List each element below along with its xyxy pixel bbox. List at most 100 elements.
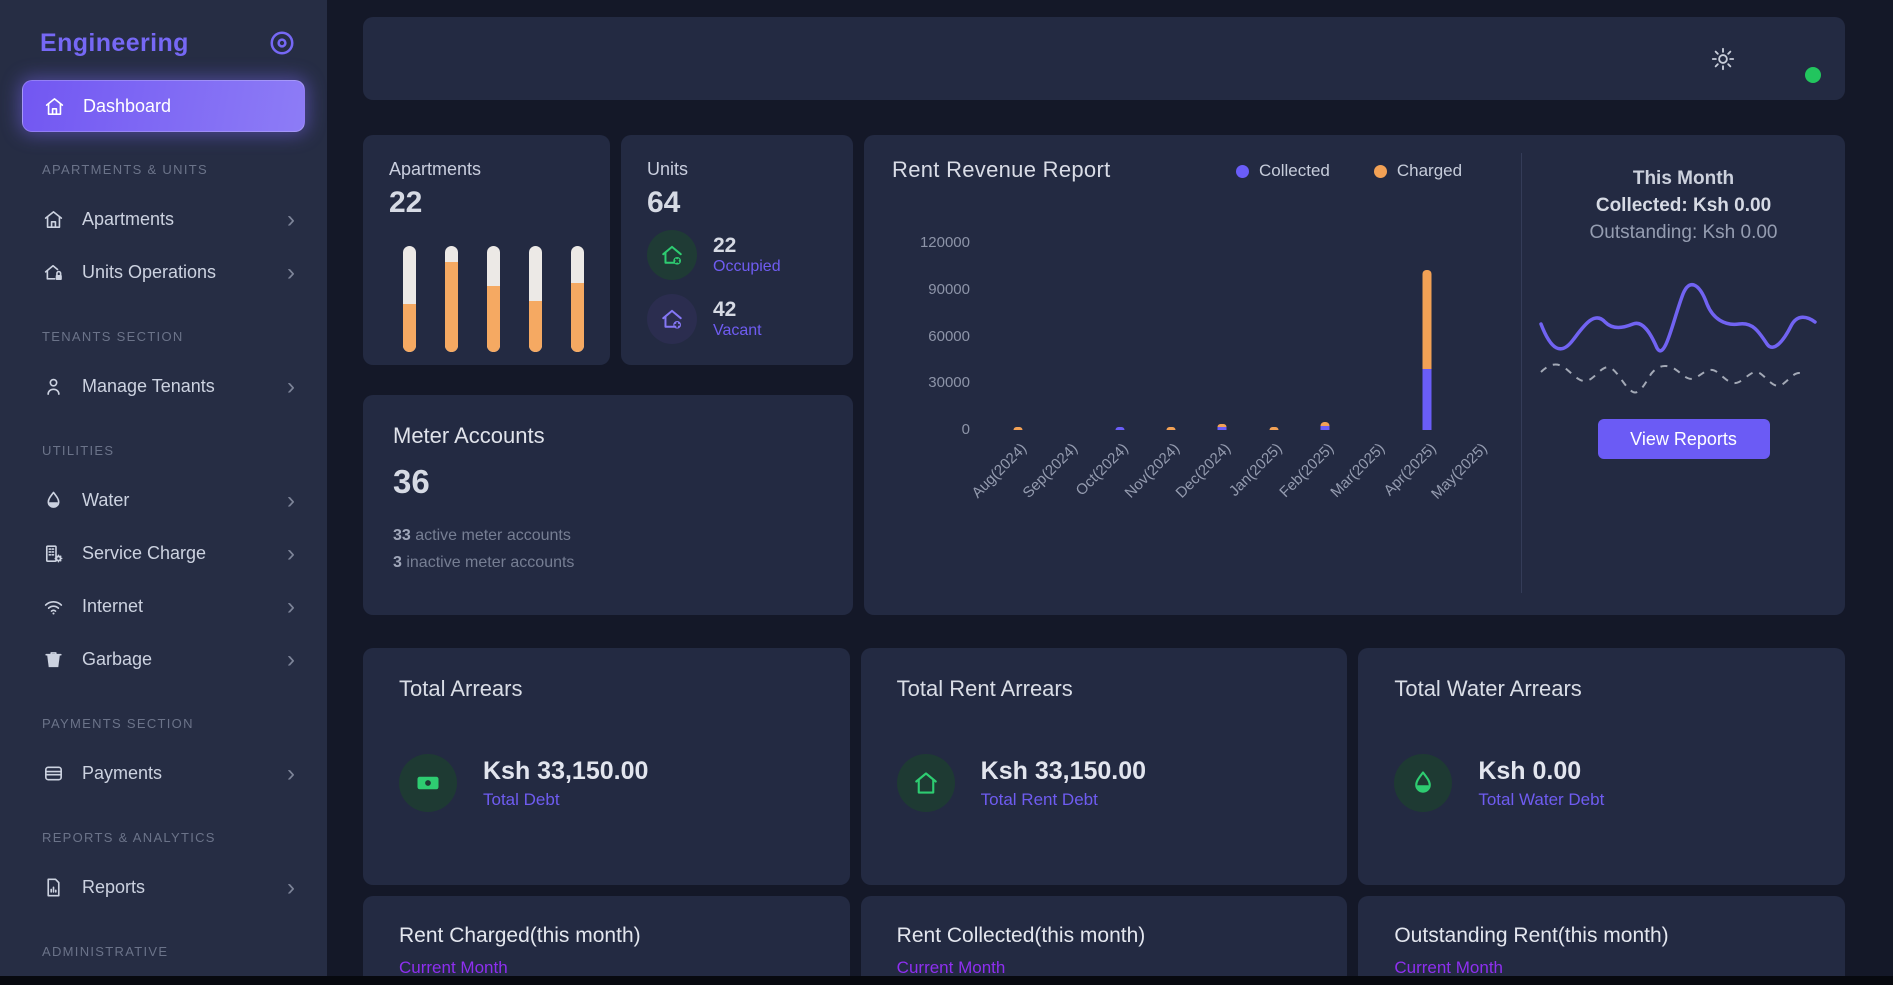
arrears-amount: Ksh 33,150.00 (981, 756, 1146, 786)
y-axis-tick: 120000 (864, 234, 970, 251)
sidebar-section-label-reports-analytics: REPORTS & ANALYTICS (42, 830, 305, 846)
sidebar-item-label: Water (82, 490, 129, 511)
home-icon (43, 95, 66, 118)
apartments-card-title: Apartments (389, 159, 584, 180)
apartment-gauge (529, 246, 542, 352)
inactive-meters-line: 3 inactive meter accounts (393, 554, 823, 572)
sidebar-item-garbage[interactable]: Garbage › (22, 633, 305, 686)
stacked-bar (1320, 422, 1329, 430)
dashboard-page: Engineering DashboardAPARTMENTS & UNITSA… (0, 0, 1893, 985)
banknote-icon (399, 754, 457, 812)
arrears-amount: Ksh 0.00 (1478, 756, 1604, 786)
card-title: Rent Charged(this month) (399, 924, 814, 948)
apartment-gauge (571, 246, 584, 352)
sidebar-item-units-operations[interactable]: Units Operations› (22, 246, 305, 299)
chevron-right-icon: › (287, 542, 295, 566)
rent-charged-this-month-card: Rent Charged(this month) Current Month (363, 896, 850, 985)
bar-segment-charged (1423, 270, 1432, 370)
apartments-count: 22 (389, 186, 584, 220)
sidebar-section-label-tenants-section: TENANTS SECTION (42, 329, 305, 345)
vacant-count: 42 (713, 298, 762, 322)
bar-segment-collected (1423, 369, 1432, 430)
chevron-right-icon: › (287, 375, 295, 399)
stacked-bar (1218, 424, 1227, 430)
this-month-collected: Collected: Ksh 0.00 (1522, 192, 1845, 219)
x-axis-label: Aug(2024) (968, 440, 1030, 502)
home-icon (42, 208, 65, 231)
y-axis-tick: 90000 (864, 281, 970, 298)
active-meters-line: 33 active meter accounts (393, 527, 823, 545)
meter-accounts-card: Meter Accounts 36 33 active meter accoun… (363, 395, 853, 615)
this-month-panel: This Month Collected: Ksh 0.00 Outstandi… (1522, 135, 1845, 615)
sidebar-item-payments[interactable]: Payments› (22, 747, 305, 800)
x-axis-label: Jan(2025) (1226, 440, 1286, 500)
record-icon[interactable] (267, 28, 297, 58)
droplet-icon (1394, 754, 1452, 812)
chevron-right-icon: › (287, 648, 295, 672)
sidebar-item-label: Dashboard (83, 96, 171, 117)
sidebar-item-internet[interactable]: Internet › (22, 580, 305, 633)
meter-count: 36 (393, 463, 823, 501)
occupied-label: Occupied (713, 258, 781, 276)
vacant-label: Vacant (713, 322, 762, 340)
meter-card-title: Meter Accounts (393, 423, 823, 449)
sidebar-section-label-utilities: UTILITIES (42, 443, 305, 459)
vacant-row: 42 Vacant (647, 294, 827, 344)
chevron-right-icon: › (287, 489, 295, 513)
stacked-bar (1116, 427, 1125, 430)
units-card: Units 64 22 Occupied (621, 135, 853, 365)
sidebar-item-dashboard[interactable]: Dashboard (22, 80, 305, 132)
sidebar-item-service-charge[interactable]: Service Charge › (22, 527, 305, 580)
bar-segment-charged (1167, 427, 1176, 430)
stacked-bar (1423, 270, 1432, 430)
x-axis-label: Nov(2024) (1122, 440, 1184, 502)
apartment-gauge (445, 246, 458, 352)
apartment-gauge (403, 246, 416, 352)
trend-sparkline (1539, 272, 1829, 404)
chart-slot-sep-2024: Sep(2024) (1043, 243, 1094, 430)
sidebar-item-label: Internet (82, 596, 143, 617)
bar-segment-collected (1116, 427, 1125, 430)
sun-icon[interactable] (1710, 46, 1736, 72)
current-month-link[interactable]: Current Month (897, 958, 1312, 978)
arrears-amount: Ksh 33,150.00 (483, 756, 648, 786)
current-month-link[interactable]: Current Month (399, 958, 814, 978)
stacked-bar (1013, 427, 1022, 430)
x-axis-label: Feb(2025) (1276, 440, 1337, 501)
chevron-right-icon: › (287, 876, 295, 900)
sidebar-item-reports[interactable]: Reports › (22, 861, 305, 914)
arrears-subtitle: Total Water Debt (1478, 790, 1604, 810)
sidebar-item-label: Garbage (82, 649, 152, 670)
sidebar-item-label: Service Charge (82, 543, 206, 564)
card-title: Total Arrears (399, 676, 814, 702)
y-axis-tick: 30000 (864, 374, 970, 391)
sidebar-item-label: Reports (82, 877, 145, 898)
stacked-bar (1269, 427, 1278, 430)
chevron-right-icon: › (287, 208, 295, 232)
chart-slot-mar-2025: Mar(2025) (1350, 243, 1401, 430)
chart-slot-dec-2024: Dec(2024) (1197, 243, 1248, 430)
units-count: 64 (647, 186, 827, 220)
current-month-link[interactable]: Current Month (1394, 958, 1809, 978)
trash-icon (42, 648, 65, 671)
chevron-right-icon: › (287, 595, 295, 619)
chart-slot-oct-2024: Oct(2024) (1094, 243, 1145, 430)
monthly-summary-row: Rent Charged(this month)Current MonthRen… (363, 896, 1845, 985)
chart-slot-aug-2024: Aug(2024) (992, 243, 1043, 430)
card-title: Rent Collected(this month) (897, 924, 1312, 948)
total-water-arrears-card: Total Water ArrearsKsh 0.00Total Water D… (1358, 648, 1845, 885)
user-avatar[interactable] (1772, 35, 1819, 82)
sidebar-item-label: Apartments (82, 209, 174, 230)
chevron-right-icon: › (287, 762, 295, 786)
main-content: Apartments 22 Units 64 (327, 0, 1893, 985)
sidebar-item-manage-tenants[interactable]: Manage Tenants› (22, 360, 305, 413)
chart-slot-jan-2025: Jan(2025) (1248, 243, 1299, 430)
arrears-subtitle: Total Debt (483, 790, 648, 810)
view-reports-button[interactable]: View Reports (1598, 419, 1770, 459)
house-x-badge-icon (647, 230, 697, 280)
report-doc-icon (42, 876, 65, 899)
sidebar-item-apartments[interactable]: Apartments › (22, 193, 305, 246)
total-rent-arrears-card: Total Rent ArrearsKsh 33,150.00Total Ren… (861, 648, 1348, 885)
sidebar-item-water[interactable]: Water › (22, 474, 305, 527)
sidebar-section-label-apartments-units: APARTMENTS & UNITS (42, 162, 305, 178)
